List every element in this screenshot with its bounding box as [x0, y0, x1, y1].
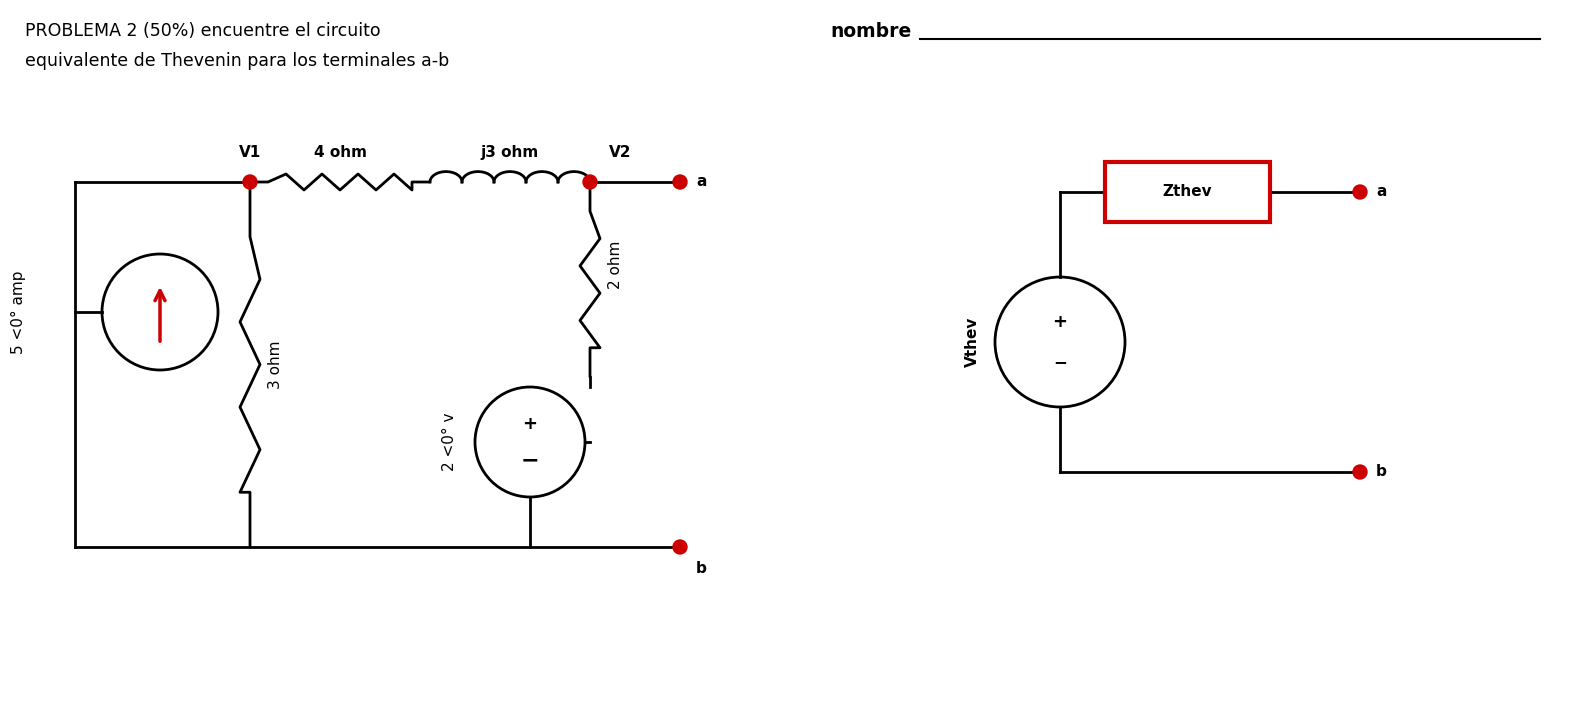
Text: 2 ohm: 2 ohm [608, 241, 623, 289]
Text: V1: V1 [239, 145, 261, 160]
Text: j3 ohm: j3 ohm [481, 145, 539, 160]
Text: +: + [1053, 313, 1067, 331]
Text: a: a [1376, 184, 1387, 199]
Circle shape [673, 540, 687, 554]
Text: 3 ohm: 3 ohm [267, 341, 283, 389]
Text: −: − [1053, 353, 1067, 371]
Text: nombre: nombre [830, 22, 912, 41]
Circle shape [673, 175, 687, 189]
Text: b: b [1376, 464, 1387, 479]
Text: 2 <0° v: 2 <0° v [442, 413, 457, 471]
Text: a: a [696, 174, 706, 189]
Text: −: − [520, 450, 539, 470]
Text: 5 <0° amp: 5 <0° amp [11, 271, 25, 354]
Text: Vthev: Vthev [965, 317, 979, 367]
Circle shape [583, 175, 597, 189]
FancyBboxPatch shape [1105, 162, 1270, 222]
Circle shape [244, 175, 256, 189]
Circle shape [1353, 185, 1368, 199]
Text: V2: V2 [608, 145, 632, 160]
Text: Zthev: Zthev [1162, 184, 1212, 199]
Text: equivalente de Thevenin para los terminales a-b: equivalente de Thevenin para los termina… [25, 52, 450, 70]
Text: PROBLEMA 2 (50%) encuentre el circuito: PROBLEMA 2 (50%) encuentre el circuito [25, 22, 380, 40]
Text: b: b [696, 561, 707, 576]
Circle shape [1353, 465, 1368, 479]
Text: 4 ohm: 4 ohm [313, 145, 366, 160]
Text: +: + [522, 415, 538, 433]
